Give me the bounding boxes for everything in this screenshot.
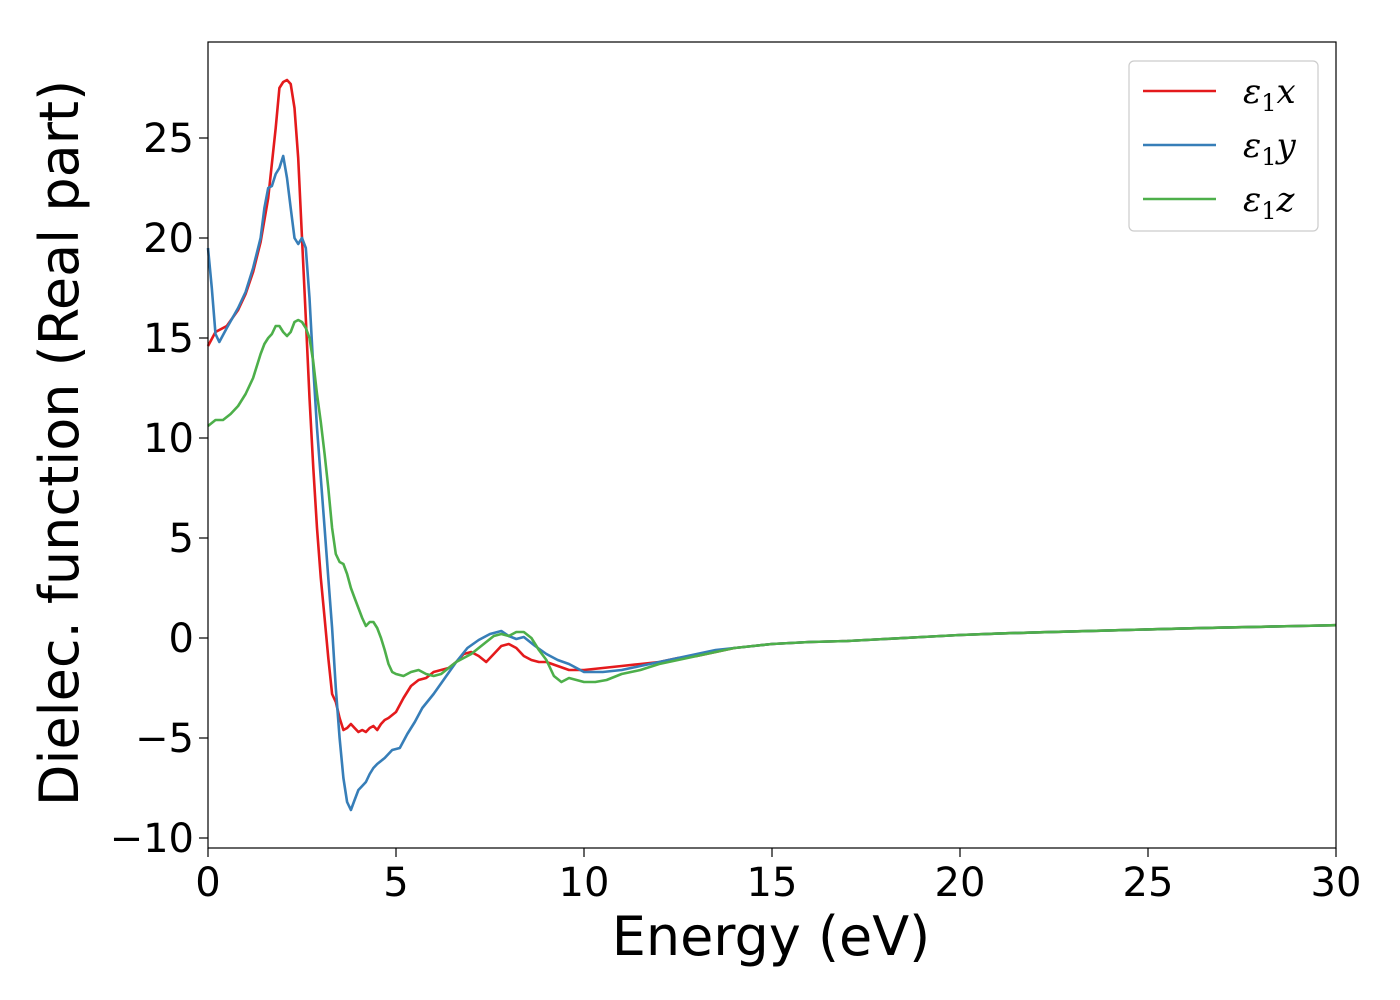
- legend-box: [1128, 60, 1319, 232]
- x-tick-label: 10: [559, 860, 610, 906]
- series-line-z: [207, 318, 1337, 684]
- x-axis-label: Energy (eV): [612, 905, 931, 968]
- y-tick-label: 10: [143, 416, 194, 462]
- y-tick-label: 15: [143, 316, 194, 362]
- legend-label-z: ε1z: [1243, 180, 1296, 225]
- x-tick-label: 30: [1311, 860, 1362, 906]
- x-tick-label: 5: [383, 860, 408, 906]
- x-tick-label: 0: [195, 860, 220, 906]
- y-tick-label: 20: [143, 216, 194, 262]
- y-tick-label: −10: [110, 816, 194, 862]
- x-tick-label: 25: [1123, 860, 1174, 906]
- x-tick-label: 20: [935, 860, 986, 906]
- y-tick-label: 5: [169, 516, 194, 562]
- y-axis: −10 −5 0 5 10 15 20 25: [110, 116, 208, 862]
- y-tick-label: 0: [169, 616, 194, 662]
- y-axis-label: Dielec. function (Real part): [28, 80, 91, 806]
- x-axis: 0 5 10 15 20 25 30: [195, 848, 1361, 906]
- legend-label-x: ε1x: [1243, 72, 1296, 117]
- x-tick-label: 15: [747, 860, 798, 906]
- legend-label-y: ε1y: [1243, 126, 1297, 171]
- series-layer: [206, 78, 1337, 812]
- y-tick-label: 25: [143, 116, 194, 162]
- legend: ε1x ε1y ε1z: [1128, 60, 1319, 232]
- y-tick-label: −5: [135, 716, 194, 762]
